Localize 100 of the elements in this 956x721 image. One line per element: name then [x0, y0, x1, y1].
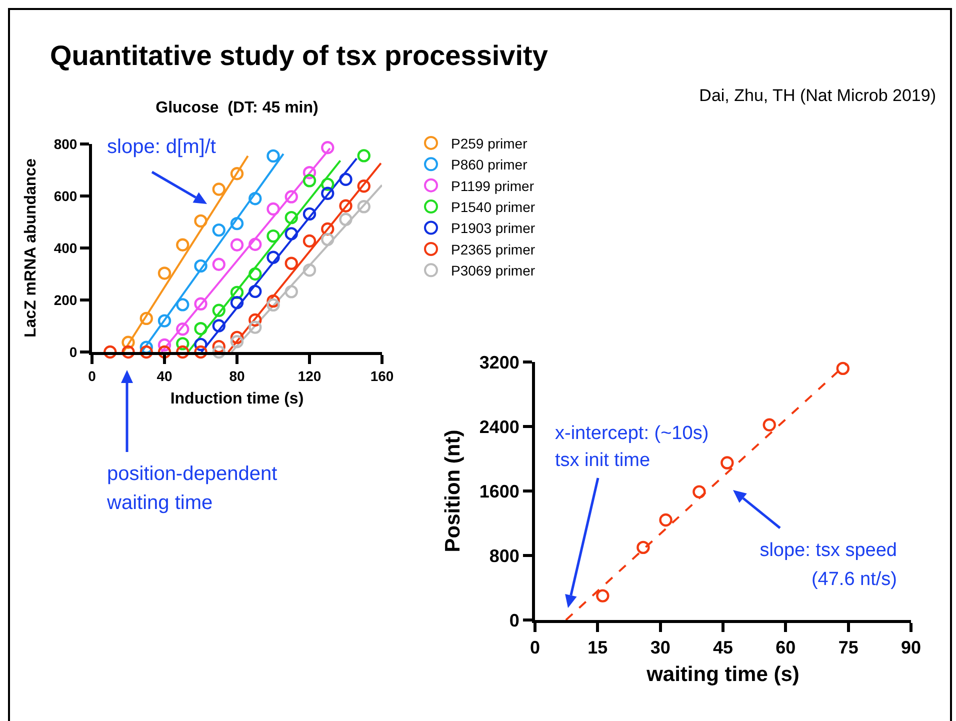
point [339, 172, 352, 186]
point [357, 200, 370, 214]
point [212, 182, 226, 196]
point [762, 418, 776, 432]
legend-label: P2365 primer [451, 241, 536, 258]
point [836, 362, 850, 376]
point [194, 214, 208, 228]
point [194, 322, 208, 336]
y-tick-label: 400 [54, 240, 78, 256]
point [122, 336, 135, 349]
y-axis-title: LacZ mRNA abundance [22, 158, 40, 338]
point [321, 222, 334, 236]
point [104, 345, 117, 359]
y-tick-label: 600 [54, 188, 78, 204]
point [248, 238, 262, 251]
y-axis-title: Position (nt) [442, 430, 465, 552]
point [212, 319, 226, 332]
point [158, 345, 172, 359]
y-tick-label: 0 [69, 344, 78, 360]
point [158, 266, 172, 280]
point [248, 313, 262, 327]
point [212, 340, 226, 354]
x-tick-label: 80 [229, 368, 245, 384]
legend-label: P1540 primer [451, 199, 536, 216]
point [339, 212, 352, 226]
point [720, 456, 734, 470]
point [176, 345, 190, 359]
point [248, 267, 262, 281]
point [176, 337, 190, 350]
y-tick-label: 200 [54, 292, 78, 308]
legend-label: P259 primer [451, 135, 528, 152]
x-tick-label: 0 [530, 638, 540, 658]
point [248, 284, 262, 298]
point [284, 190, 298, 204]
legend-label: P860 primer [451, 156, 528, 173]
x-tick-label: 40 [156, 368, 172, 384]
point [284, 285, 298, 298]
point [636, 540, 650, 554]
annotation: slope: d[m]/t [107, 135, 216, 160]
point [248, 192, 262, 206]
point [266, 202, 280, 216]
point [302, 174, 316, 188]
legend-label: P1199 primer [451, 178, 534, 194]
point [357, 180, 370, 193]
x-tick-label: 0 [88, 368, 96, 384]
x-tick-label: 45 [712, 638, 734, 658]
point [122, 345, 135, 359]
legend-label: P3069 primer [451, 262, 536, 279]
x-tick-label: 90 [900, 638, 922, 658]
x-tick-label: 30 [650, 638, 670, 658]
point [194, 345, 208, 359]
point [321, 186, 334, 200]
x-tick-label: 120 [298, 368, 322, 384]
legend-label: P1903 primer [451, 220, 536, 236]
point [230, 296, 244, 310]
x-tick-label: 75 [838, 638, 858, 658]
point [321, 232, 334, 246]
point [321, 141, 334, 154]
point [140, 340, 153, 354]
point [212, 258, 226, 271]
chart-subtitle: Glucose (DT: 45 min) [156, 100, 318, 117]
point [176, 322, 190, 336]
point [357, 149, 370, 162]
text: position-dependent waiting time [107, 462, 278, 516]
point [302, 264, 316, 277]
point [140, 345, 153, 359]
point [194, 259, 208, 273]
point [158, 338, 172, 352]
y-tick-label: 800 [54, 136, 78, 152]
point [596, 589, 610, 602]
point [194, 338, 208, 352]
point [230, 167, 244, 180]
point [284, 256, 298, 270]
point [212, 304, 226, 317]
point [212, 223, 226, 237]
point [284, 227, 298, 240]
point [230, 330, 244, 344]
x-axis-title: waiting time (s) [646, 662, 800, 686]
point [321, 178, 334, 191]
y-tick-label: 0 [509, 610, 520, 630]
point [266, 149, 280, 163]
point [158, 314, 172, 328]
point [302, 166, 316, 180]
point [302, 234, 316, 248]
point [284, 210, 298, 224]
y-tick-label: 3200 [479, 352, 520, 372]
point [339, 199, 352, 212]
point [302, 207, 316, 221]
y-tick-label: 800 [489, 546, 520, 566]
annotation: x-intercept: (~10s) tsx init time [555, 422, 709, 473]
point [266, 298, 280, 312]
point [230, 335, 244, 348]
x-tick-label: 60 [776, 638, 796, 658]
point [140, 312, 153, 326]
x-axis-title: Induction time (s) [170, 390, 304, 408]
point [176, 238, 190, 252]
y-tick-label: 1600 [479, 481, 520, 502]
point [248, 320, 262, 334]
annotation: slope: tsx speed (47.6 nt/s) [760, 539, 897, 592]
point [266, 250, 280, 264]
